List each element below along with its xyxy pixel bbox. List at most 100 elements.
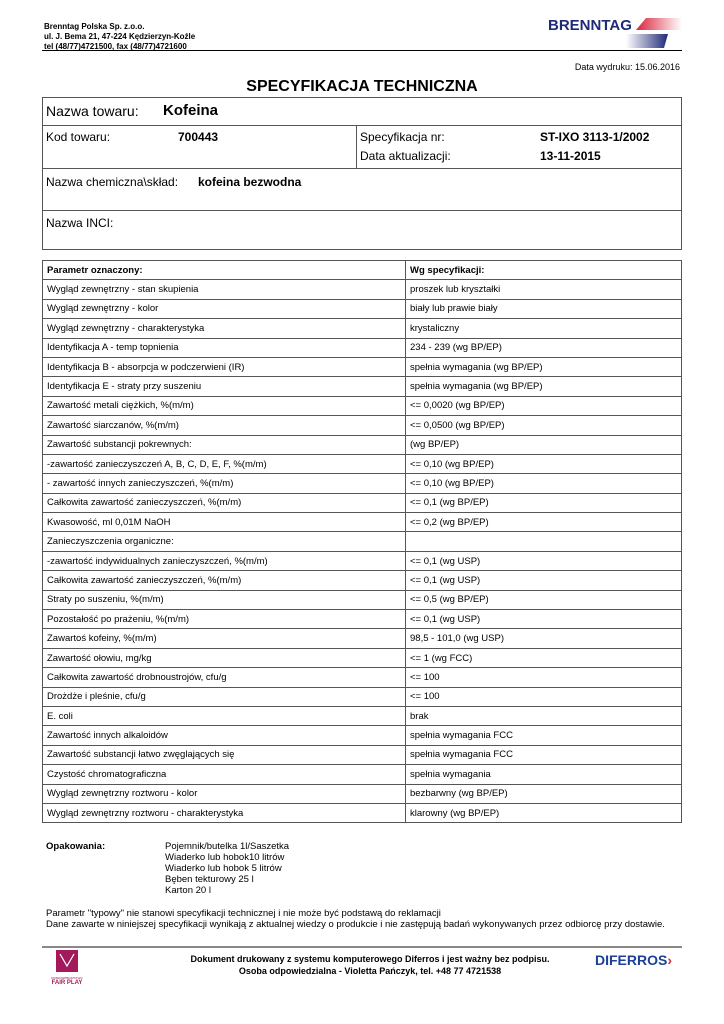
footer-text: Dokument drukowany z systemu komputerowe… <box>160 953 580 977</box>
print-date: Data wydruku: 15.06.2016 <box>574 62 680 72</box>
parameter-name: Całkowita zawartość drobnoustrojów, cfu/… <box>42 667 406 688</box>
update-date-label: Data aktualizacji: <box>360 149 451 163</box>
parameter-name: Zanieczyszczenia organiczne: <box>42 531 406 552</box>
parameter-name: Całkowita zawartość zanieczyszczeń, %(m/… <box>42 570 406 591</box>
footer-line: Osoba odpowiedzialna - Violetta Pańczyk,… <box>238 966 502 976</box>
footer-line: Dokument drukowany z systemu komputerowe… <box>190 954 550 964</box>
table-row: Pozostałość po prażeniu, %(m/m) <= 0,1 (w… <box>42 609 682 630</box>
parameter-name: E. coli <box>42 705 406 727</box>
parameter-name: -zawartość zanieczyszczeń A, B, C, D, E,… <box>42 453 406 475</box>
table-row: Zawartoś kofeiny, %(m/m) 98,5 - 101,0 (wg… <box>42 628 682 649</box>
spec-value: klarowny (wg BP/EP) <box>405 802 682 824</box>
spec-table: Parametr oznaczony: Wg specyfikacji: Wyg… <box>42 259 682 824</box>
page-title: SPECYFIKACJA TECHNICZNA <box>246 78 478 95</box>
parameter-name: Zawartość ołowiu, mg/kg <box>42 647 406 669</box>
parameter-name: Zawartość metali ciężkich, %(m/m) <box>42 395 406 417</box>
company-phone: tel (48/77)4721500, fax (48/77)4721600 <box>44 42 187 51</box>
table-row: - zawartość innych zanieczyszczeń, %(m/m… <box>42 473 682 494</box>
company-address: ul. J. Bema 21, 47-224 Kędzierzyn-Koźle <box>44 32 196 41</box>
chevron-right-icon: › <box>667 952 673 968</box>
parameter-name: Zawartość siarczanów, %(m/m) <box>42 415 406 436</box>
product-name-label: Nazwa towaru: <box>46 103 139 119</box>
company-name: Brenntag Polska Sp. z.o.o. <box>44 22 145 31</box>
update-date: 13-11-2015 <box>540 149 601 163</box>
parameter-name: -zawartość indywidualnych zanieczyszczeń… <box>42 550 406 572</box>
parameter-name: Czystość chromatograficzna <box>42 764 406 785</box>
note: Dane zawarte w niniejszej specyfikacji w… <box>46 919 665 930</box>
inci-name-label: Nazwa INCI: <box>46 216 114 230</box>
table-row: -zawartość zanieczyszczeń A, B, C, D, E,… <box>42 453 682 475</box>
spec-value: bezbarwny (wg BP/EP) <box>405 783 682 804</box>
table-row: Kwasowość, ml 0,01M NaOH <= 0,2 (wg BP/EP… <box>42 512 682 533</box>
table-row: Wygląd zewnętrzny - stan skupienia prosze… <box>42 279 682 300</box>
parameter-name: Zawartość substancji pokrewnych: <box>42 434 406 455</box>
parameter-name: Zawartość innych alkaloidów <box>42 725 406 746</box>
packaging-list: Pojemnik/butelka 1l/Saszetka Wiaderko lu… <box>165 841 289 896</box>
spec-value: <= 0,5 (wg BP/EP) <box>405 589 682 611</box>
fair-play-small-text: PRZEDSIĘBIORSTWO <box>51 976 83 980</box>
spec-value: <= 0,0500 (wg BP/EP) <box>405 415 682 436</box>
parameter-name: Wygląd zewnętrzny - stan skupienia <box>42 279 406 300</box>
spec-value: spełnia wymagania FCC <box>405 725 682 746</box>
spec-value: <= 1 (wg FCC) <box>405 647 682 669</box>
svg-text:BRENNTAG: BRENNTAG <box>548 17 632 34</box>
table-row: Straty po suszeniu, %(m/m) <= 0,5 (wg BP/… <box>42 589 682 611</box>
parameter-name: Identyfikacja B - absorpcja w podczerwie… <box>42 356 406 378</box>
table-row: Zanieczyszczenia organiczne: <box>42 531 682 552</box>
column-divider <box>356 126 357 168</box>
table-header: Parametr oznaczony: Wg specyfikacji: <box>42 259 682 281</box>
table-row: Czystość chromatograficzna spełnia wymaga… <box>42 764 682 785</box>
spec-value: 234 - 239 (wg BP/EP) <box>405 337 682 358</box>
packaging-item: Karton 20 l <box>165 885 211 896</box>
parameter-name: Kwasowość, ml 0,01M NaOH <box>42 512 406 533</box>
spec-value: <= 0,1 (wg USP) <box>405 550 682 572</box>
parameter-name: Całkowita zawartość zanieczyszczeń, %(m/… <box>42 492 406 514</box>
product-name: Kofeina <box>163 102 219 119</box>
parameter-name: Wygląd zewnętrzny roztworu - charakterys… <box>42 802 406 824</box>
packaging-item: Wiaderko lub hobok 5 litrów <box>165 863 282 874</box>
parameter-name: Pozostałość po prażeniu, %(m/m) <box>42 609 406 630</box>
table-row: Całkowita zawartość drobnoustrojów, cfu/… <box>42 667 682 688</box>
chemical-name-label: Nazwa chemiczna\skład: <box>46 175 179 189</box>
table-row: Identyfikacja E - straty przy suszeniu sp… <box>42 376 682 397</box>
header-specification: Wg specyfikacji: <box>405 259 682 281</box>
parameter-name: Wygląd zewnętrzny - charakterystyka <box>42 318 406 339</box>
spec-value: (wg BP/EP) <box>405 434 682 455</box>
product-info-box: Nazwa towaru: Kofeina Kod towaru: 700443… <box>42 97 682 250</box>
table-row: Drożdże i pleśnie, cfu/g <= 100 <box>42 686 682 707</box>
table-row: Zawartość siarczanów, %(m/m) <= 0,0500 (w… <box>42 415 682 436</box>
product-code: 700443 <box>178 130 219 144</box>
table-row: Zawartość ołowiu, mg/kg <= 1 (wg FCC) <box>42 647 682 669</box>
parameter-name: Wygląd zewnętrzny roztworu - kolor <box>42 783 406 804</box>
note: Parametr "typowy" nie stanowi specyfikac… <box>46 908 441 919</box>
spec-value: <= 0,1 (wg USP) <box>405 570 682 591</box>
header-divider <box>42 50 682 51</box>
table-row: Identyfikacja A - temp topnienia 234 - 23… <box>42 337 682 358</box>
packaging-item: Wiaderko lub hobok10 litrów <box>165 852 285 863</box>
parameter-name: Identyfikacja A - temp topnienia <box>42 337 406 358</box>
product-code-label: Kod towaru: <box>46 130 111 144</box>
spec-number: ST-IXO 3113-1/2002 <box>540 130 650 144</box>
spec-value: 98,5 - 101,0 (wg USP) <box>405 628 682 649</box>
notes: Parametr "typowy" nie stanowi specyfikac… <box>46 908 676 930</box>
fair-play-text: FAIR PLAY <box>51 980 83 986</box>
parameter-name: - zawartość innych zanieczyszczeń, %(m/m… <box>42 473 406 494</box>
table-row: Identyfikacja B - absorpcja w podczerwie… <box>42 356 682 378</box>
spec-value: proszek lub kryształki <box>405 279 682 300</box>
table-row: Zawartość innych alkaloidów spełnia wymag… <box>42 725 682 746</box>
header-parameter: Parametr oznaczony: <box>42 259 406 281</box>
parameter-name: Drożdże i pleśnie, cfu/g <box>42 686 406 707</box>
spec-value: spełnia wymagania FCC <box>405 744 682 766</box>
spec-value: biały lub prawie biały <box>405 298 682 320</box>
diferros-text: DIFERROS <box>595 952 668 968</box>
table-row: Zawartość substancji pokrewnych: (wg BP/… <box>42 434 682 455</box>
spec-value: <= 100 <box>405 686 682 707</box>
spec-value: brak <box>405 705 682 727</box>
spec-number-label: Specyfikacja nr: <box>360 130 445 144</box>
spec-value: spełnia wymagania (wg BP/EP) <box>405 376 682 397</box>
packaging-item: Bęben tekturowy 25 l <box>165 874 254 885</box>
parameter-name: Zawartoś kofeiny, %(m/m) <box>42 628 406 649</box>
chemical-name: kofeina bezwodna <box>198 175 302 189</box>
spec-value: <= 0,0020 (wg BP/EP) <box>405 395 682 417</box>
spec-value: <= 0,10 (wg BP/EP) <box>405 453 682 475</box>
